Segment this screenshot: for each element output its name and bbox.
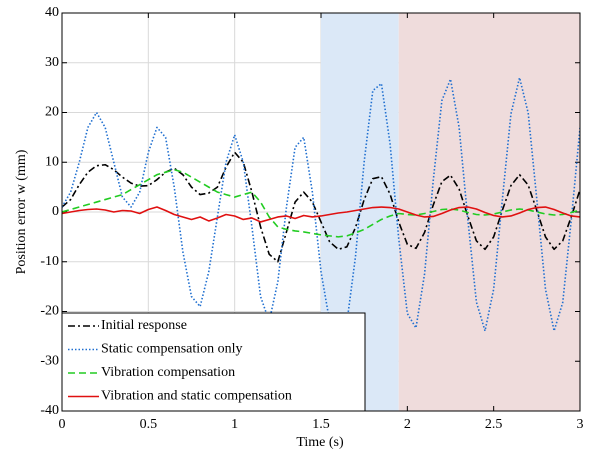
x-tick-label: 2.5	[485, 417, 503, 432]
data-line	[62, 76, 580, 332]
y-tick-label: 30	[45, 55, 59, 70]
legend-label: Vibration and static compensation	[101, 389, 292, 404]
y-tick-label: -10	[40, 254, 59, 269]
y-tick-label: -20	[40, 304, 59, 319]
shaded-region	[398, 13, 580, 411]
y-tick-label: 40	[45, 5, 59, 20]
x-tick-label: 1	[231, 417, 238, 432]
data-line	[62, 206, 580, 223]
y-tick-label: 0	[52, 204, 59, 219]
plot-area	[62, 76, 580, 332]
x-tick-label: 2	[404, 417, 411, 432]
legend-label: Vibration compensation	[101, 365, 235, 380]
x-tick-label: 0.5	[140, 417, 158, 432]
legend-label: Initial response	[101, 318, 187, 333]
x-tick-label: 1.5	[312, 417, 330, 432]
y-tick-label: 20	[45, 105, 59, 120]
y-axis-label: Position error w (mm)	[14, 149, 29, 274]
y-tick-label: -30	[40, 353, 59, 368]
data-line	[62, 168, 580, 238]
x-axis-label: Time (s)	[296, 435, 344, 450]
legend-label: Static compensation only	[101, 342, 243, 357]
y-tick-label: -40	[40, 403, 59, 418]
y-tick-label: 10	[45, 154, 59, 169]
legend-box	[61, 312, 366, 412]
x-tick-label: 3	[577, 417, 584, 432]
data-line	[62, 151, 580, 263]
x-tick-label: 0	[59, 417, 66, 432]
